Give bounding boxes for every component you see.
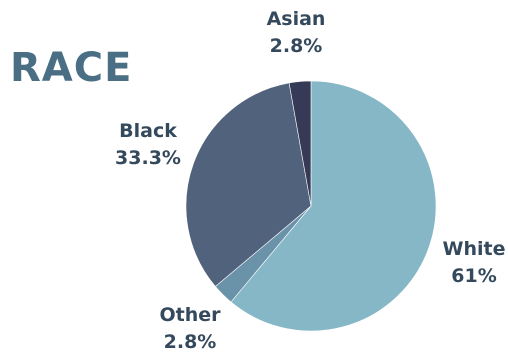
slice-value-white: 61%: [451, 265, 497, 287]
slice-label-asian: Asian 2.8%: [267, 6, 326, 60]
chart-title: RACE: [10, 45, 133, 91]
slice-label-other: Other 2.8%: [159, 302, 220, 356]
slice-name-other: Other: [159, 304, 221, 326]
slice-value-black: 33.3%: [115, 147, 181, 169]
slice-name-asian: Asian: [266, 8, 326, 30]
slice-value-asian: 2.8%: [269, 35, 323, 57]
pie-slice-white: [230, 80, 437, 332]
slice-name-black: Black: [119, 120, 177, 142]
pie-slice-asian: [288, 80, 312, 207]
slice-name-white: White: [442, 238, 506, 260]
slice-label-white: White 61%: [443, 236, 506, 290]
slice-value-other: 2.8%: [163, 331, 217, 353]
slice-label-black: Black 33.3%: [115, 118, 181, 172]
pie-slice-black: [185, 82, 312, 287]
